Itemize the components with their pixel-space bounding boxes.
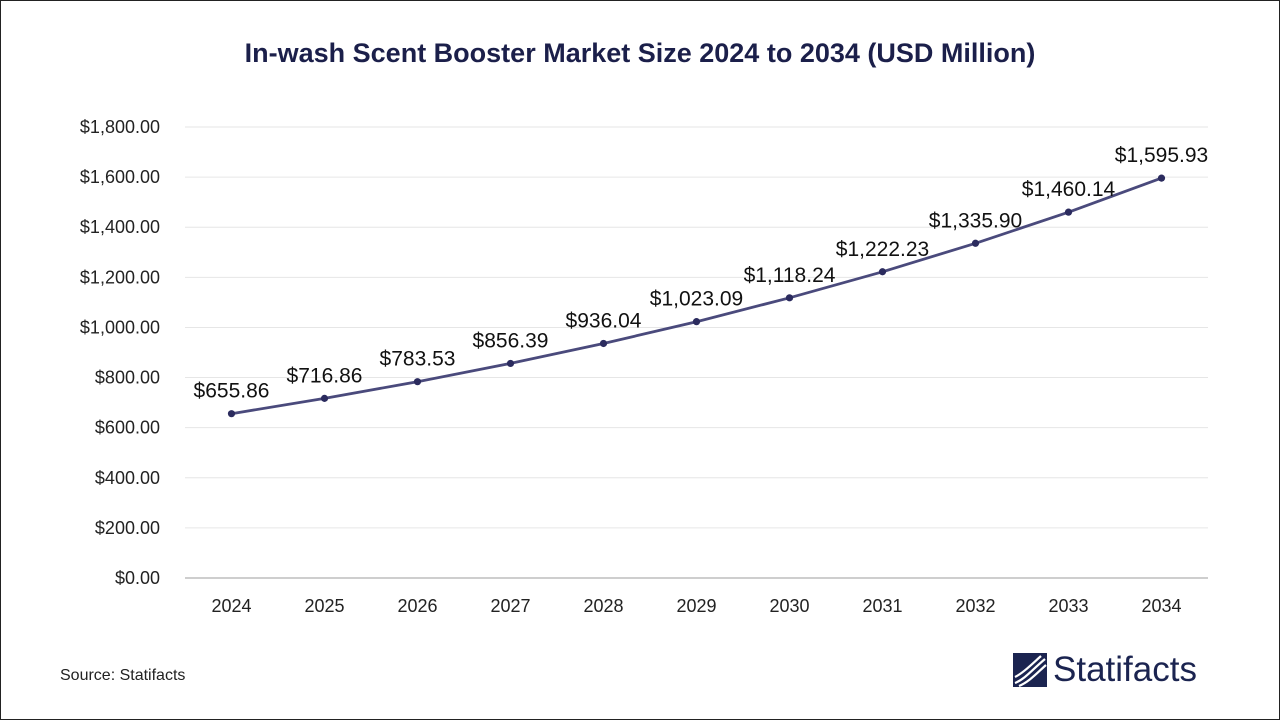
y-tick-label: $1,800.00 — [80, 117, 160, 137]
data-point — [320, 394, 329, 402]
data-label: $655.86 — [194, 380, 270, 403]
x-tick-label: 2033 — [1048, 596, 1088, 616]
x-tick-label: 2024 — [211, 596, 251, 616]
data-label: $716.86 — [287, 364, 363, 387]
x-tick-label: 2027 — [490, 596, 530, 616]
data-label: $856.39 — [473, 329, 549, 352]
data-point — [692, 318, 701, 326]
data-point — [1157, 174, 1166, 182]
data-point — [227, 410, 236, 418]
data-point — [599, 339, 608, 348]
data-label: $1,023.09 — [650, 288, 743, 311]
y-tick-label: $600.00 — [95, 418, 160, 438]
data-point — [506, 359, 515, 368]
data-label: $1,118.24 — [744, 264, 836, 287]
brand-logo: Statifacts — [1013, 650, 1197, 690]
x-tick-label: 2030 — [769, 596, 809, 616]
data-label: $1,222.23 — [836, 238, 929, 261]
y-tick-label: $400.00 — [95, 468, 160, 488]
source-note: Source: Statifacts — [60, 667, 186, 684]
data-point — [413, 378, 422, 386]
data-point — [878, 268, 887, 276]
x-tick-label: 2031 — [862, 596, 902, 616]
chart-title: In-wash Scent Booster Market Size 2024 t… — [244, 38, 1036, 68]
x-tick-label: 2032 — [955, 596, 995, 616]
data-label: $783.53 — [380, 348, 456, 371]
x-tick-label: 2028 — [583, 596, 623, 616]
data-label: $1,595.93 — [1115, 144, 1208, 167]
brand-name: Statifacts — [1053, 650, 1197, 689]
data-label: $936.04 — [566, 309, 642, 332]
x-tick-label: 2025 — [304, 596, 344, 616]
y-tick-label: $0.00 — [115, 568, 160, 588]
y-tick-label: $1,600.00 — [80, 167, 160, 187]
data-label: $1,335.90 — [929, 209, 1022, 232]
data-point — [1064, 208, 1073, 216]
x-tick-label: 2034 — [1141, 596, 1181, 616]
statifacts-logo-icon — [1013, 653, 1047, 687]
y-tick-label: $1,400.00 — [80, 217, 160, 237]
data-label: $1,460.14 — [1022, 178, 1116, 201]
y-tick-label: $200.00 — [95, 518, 160, 538]
y-tick-label: $1,200.00 — [80, 267, 160, 287]
x-tick-label: 2026 — [397, 596, 437, 616]
y-tick-label: $1,000.00 — [80, 317, 160, 337]
data-point — [785, 294, 794, 302]
x-tick-label: 2029 — [676, 596, 716, 616]
y-tick-label: $800.00 — [95, 368, 160, 388]
data-point — [971, 239, 980, 247]
